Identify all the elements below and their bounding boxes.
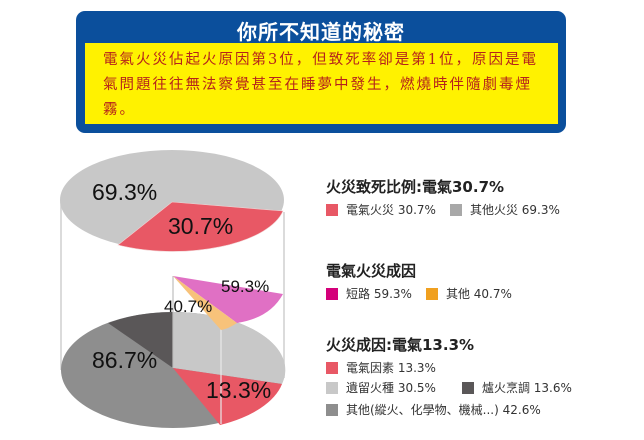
slice-leftover-fire [173, 311, 286, 384]
label-mid-other: 40.7% [164, 297, 212, 316]
legend-label: 其他 40.7% [445, 287, 512, 301]
slice-cooking [108, 312, 173, 368]
swatch-icon [326, 403, 338, 416]
banner-title: 你所不知道的秘密 [237, 20, 405, 44]
legend-item-other-fire: 其他火災 69.3% [449, 201, 560, 218]
swatch-icon [326, 361, 338, 374]
legend-title: 火災成因:電氣13.3% [326, 336, 475, 354]
legend-title: 電氣火災成因 [326, 262, 417, 280]
swatch-icon [326, 287, 338, 300]
swatch-icon [326, 381, 338, 394]
slice-short-circuit [173, 276, 283, 323]
legend-label: 電氣火災 30.7% [346, 203, 436, 217]
bottom-pie [61, 311, 286, 428]
label-mid-short: 59.3% [221, 277, 269, 296]
label-bottom-non-electrical: 86.7% [92, 347, 157, 373]
swatch-icon [449, 203, 462, 216]
label-top-other: 69.3% [92, 179, 157, 205]
middle-wedge [173, 276, 283, 330]
legend-label: 其他(縱火、化學物、機械...) 42.6% [346, 403, 541, 417]
legend-item-electrical-factor: 電氣因素 13.3% [326, 359, 436, 376]
legend-item-leftover-fire: 遺留火種 30.5% [326, 379, 436, 396]
info-banner: 你所不知道的秘密 電氣火災佔起火原因第3位，但致死率卻是第1位，原因是電氣問題往… [76, 11, 566, 133]
swatch-icon [326, 203, 338, 216]
swatch-icon [461, 381, 474, 394]
legend-label: 短路 59.3% [346, 287, 412, 301]
legend-item-other-misc: 其他(縱火、化學物、機械...) 42.6% [326, 401, 541, 418]
legend-label: 電氣因素 13.3% [346, 361, 436, 375]
legend-title: 火災致死比例:電氣30.7% [326, 178, 505, 196]
banner-body: 電氣火災佔起火原因第3位，但致死率卻是第1位，原因是電氣問題往往無法察覺甚至在睡… [85, 43, 558, 124]
legend-label: 遺留火種 30.5% [346, 381, 436, 395]
slice-electrical-top [117, 201, 284, 252]
legend-fire-cause: 火災成因:電氣13.3% 電氣因素 13.3% 遺留火種 30.5% 爐火烹調 … [326, 334, 586, 418]
legend-item-other-cause: 其他 40.7% [425, 285, 512, 302]
slice-electrical-bottom [173, 368, 282, 425]
legend-death-ratio: 火災致死比例:電氣30.7% 電氣火災 30.7% 其他火災 69.3% [326, 176, 574, 218]
legend-label: 其他火災 69.3% [469, 203, 560, 217]
legend-item-cooking: 爐火烹調 13.6% [461, 379, 572, 396]
legend-label: 爐火烹調 13.6% [481, 381, 572, 395]
legend-electrical-cause: 電氣火災成因 短路 59.3% 其他 40.7% [326, 260, 526, 302]
swatch-icon [425, 287, 438, 300]
label-top-electrical: 30.7% [168, 213, 233, 239]
legend-item-short-circuit: 短路 59.3% [326, 285, 412, 302]
slice-other-cause [173, 276, 237, 330]
top-pie [60, 150, 284, 252]
label-bottom-electrical: 13.3% [206, 377, 271, 403]
cylinder-pie-chart: 69.3% 30.7% 59.3% 40.7% 86.7% 13.3% [60, 150, 286, 428]
legend-item-electrical: 電氣火災 30.7% [326, 201, 436, 218]
